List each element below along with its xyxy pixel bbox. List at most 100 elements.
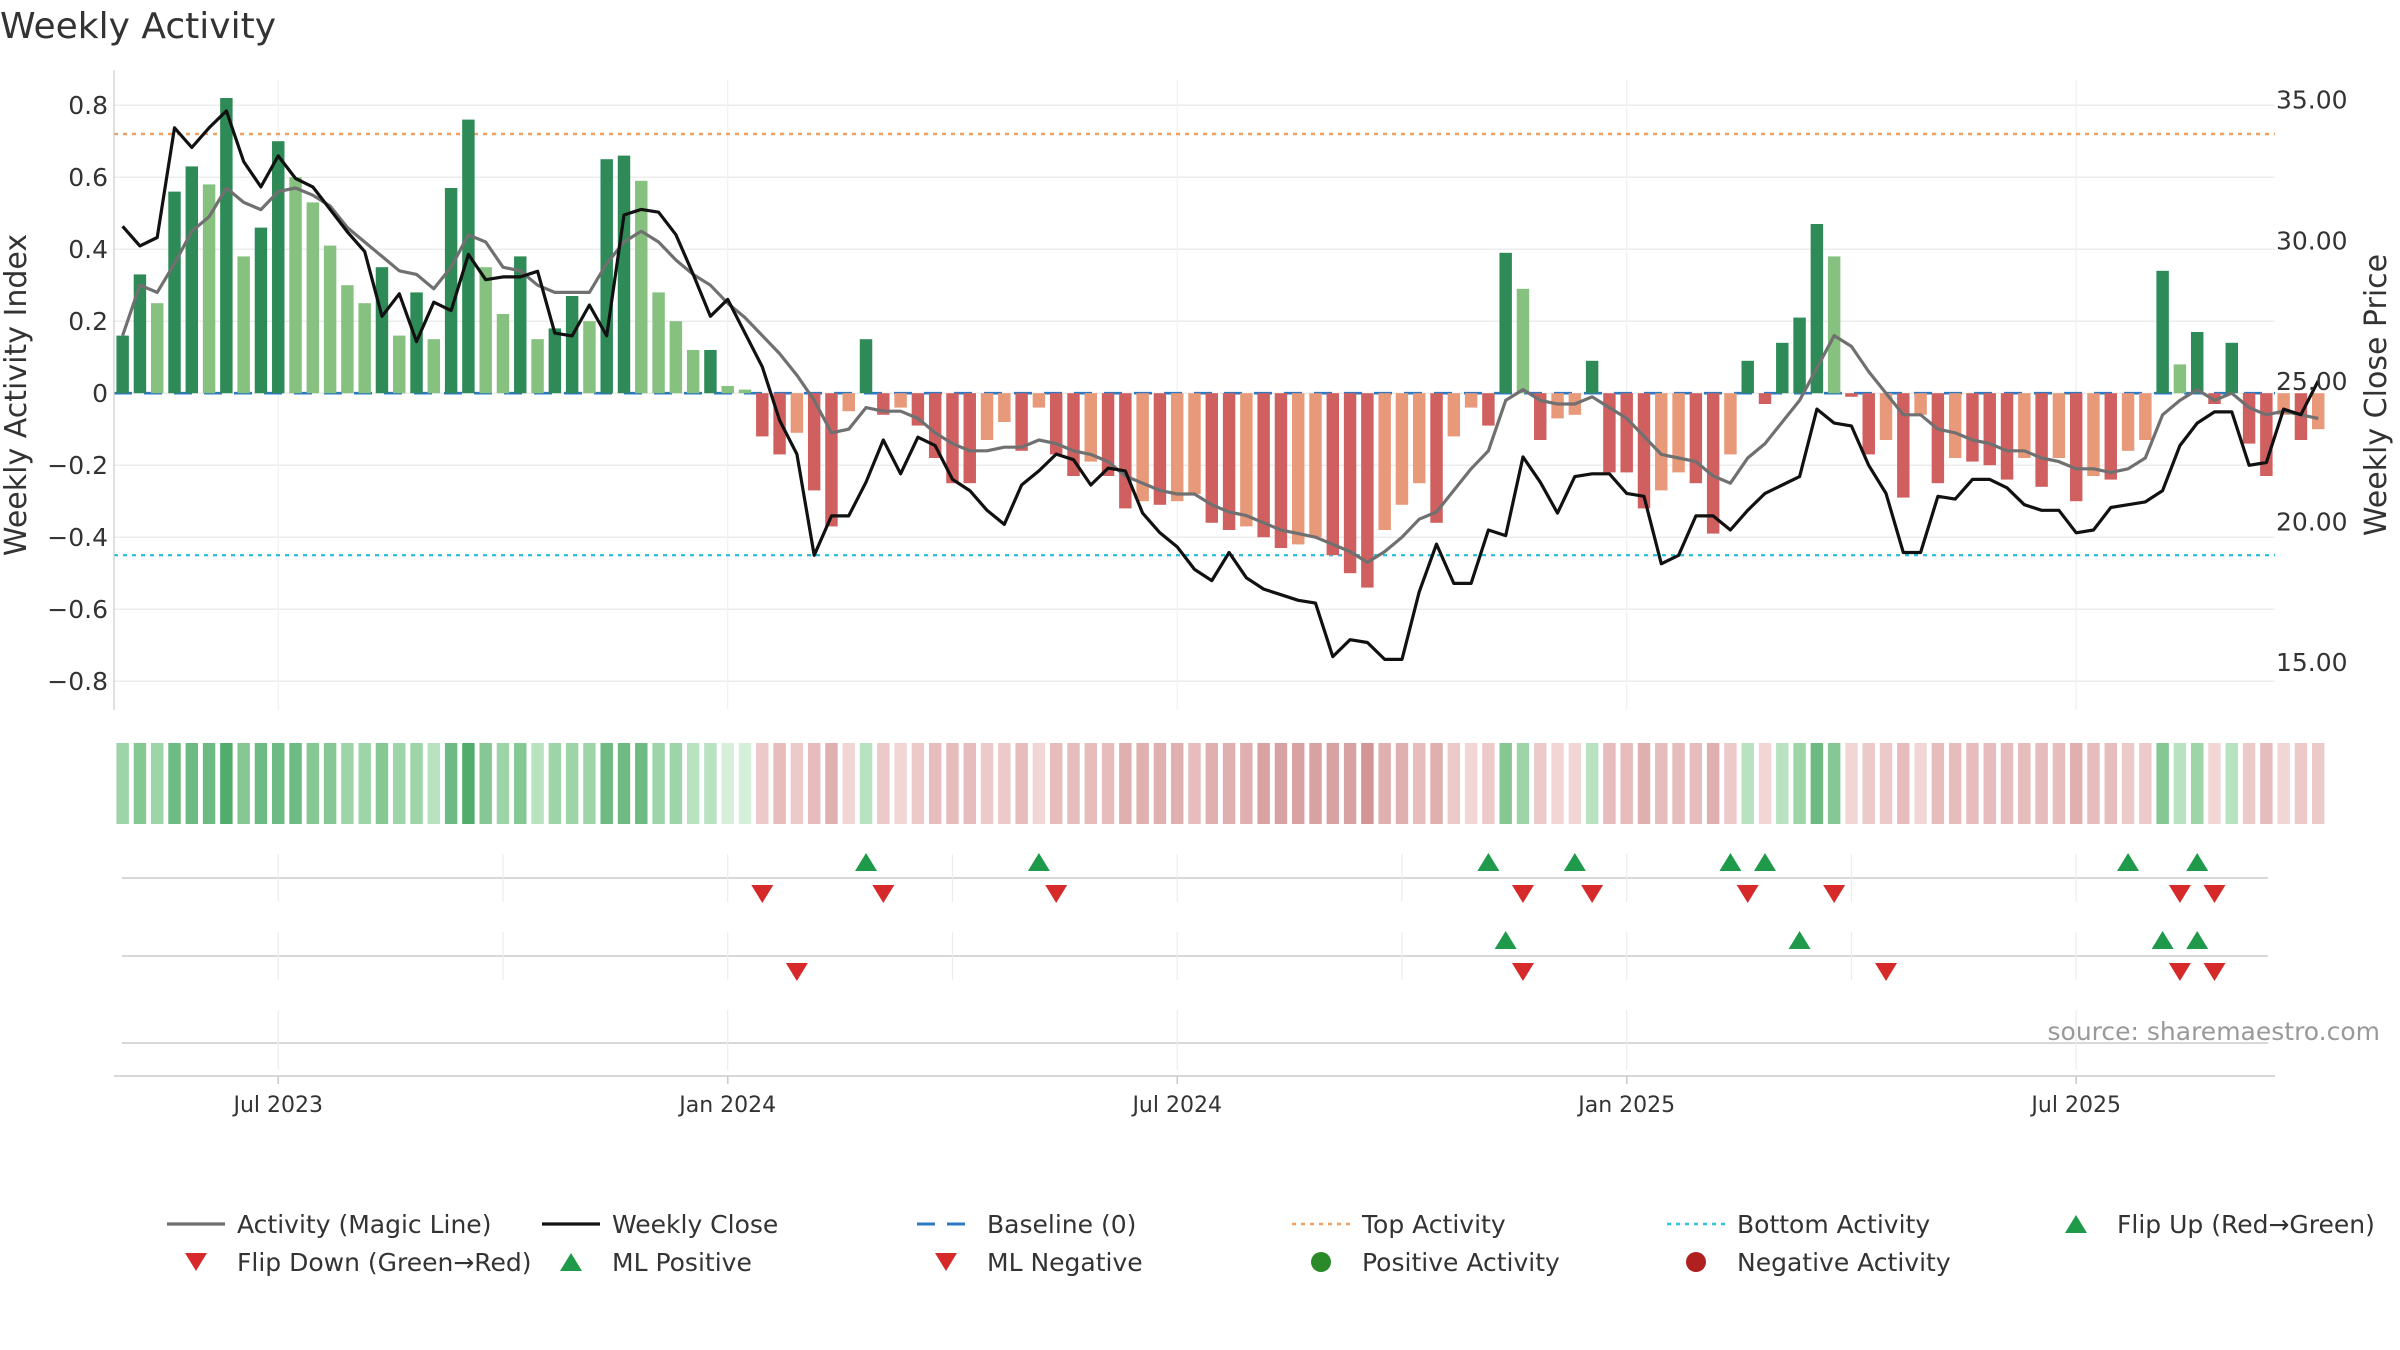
activity-bar — [807, 393, 821, 491]
marker-down-triangle — [2168, 885, 2191, 903]
heat-strip-cell — [963, 743, 976, 824]
activity-bar — [1067, 393, 1080, 476]
marker-up-triangle — [2186, 853, 2209, 871]
flip-markers-panel — [122, 853, 2268, 903]
activity-bar — [341, 285, 354, 394]
heat-strip-cell — [1845, 743, 1858, 824]
heat-strip-cell — [202, 743, 216, 824]
heat-strip-cell — [1257, 743, 1270, 824]
heat-strip-cell — [565, 743, 579, 824]
marker-up-triangle — [1788, 931, 1811, 949]
heat-strip-cell — [1776, 743, 1789, 824]
heat-strip-cell — [1914, 743, 1927, 824]
heat-strip-cell — [444, 743, 458, 824]
activity-bar — [1897, 393, 1910, 498]
marker-down-triangle — [1736, 885, 1759, 903]
activity-bar — [2087, 393, 2100, 476]
heat-strip-cell — [877, 743, 890, 824]
heat-strip-cell — [1568, 743, 1582, 824]
heat-strip-cell — [1482, 743, 1495, 824]
activity-bar — [1205, 393, 1219, 523]
marker-down-triangle — [1045, 885, 1068, 903]
activity-bar — [254, 227, 268, 394]
legend-swatch-circle — [1311, 1252, 1331, 1272]
x-axis: Jul 2023 Jan 2024 Jul 2024 Jan 2025 Jul 2025 — [114, 1075, 2275, 1118]
activity-bar — [1378, 393, 1391, 530]
heat-strip-cell — [1931, 743, 1945, 824]
heat-strip-cell — [2000, 743, 2014, 824]
activity-bar — [1119, 393, 1132, 509]
y2-tick-label: 35.00 — [2276, 86, 2348, 115]
source-note: source: sharemaestro.com — [2048, 1017, 2381, 1046]
marker-up-triangle — [2186, 931, 2209, 949]
heat-strip-cell — [980, 743, 994, 824]
activity-bar — [1983, 393, 1996, 466]
legend-swatch-circle — [1686, 1252, 1706, 1272]
activity-bar — [2104, 393, 2117, 480]
activity-bar — [894, 393, 907, 408]
marker-down-triangle — [2203, 885, 2226, 903]
activity-bar — [1153, 393, 1167, 505]
activity-bar — [220, 98, 233, 394]
heat-strip-cell — [704, 743, 717, 824]
y2-axis-label: Weekly Close Price — [2359, 254, 2394, 536]
activity-bar — [617, 155, 631, 394]
activity-bar — [531, 339, 544, 394]
heat-strip-cell — [1793, 743, 1806, 824]
activity-bar — [1084, 393, 1097, 462]
activity-bar — [1931, 393, 1945, 484]
activity-bar — [1136, 393, 1149, 502]
heat-strip-cell — [237, 743, 250, 824]
activity-bar — [1914, 393, 1927, 415]
activity-bar — [1361, 393, 1374, 588]
heat-strip-cell — [220, 743, 233, 824]
legend-item: Negative Activity — [1686, 1248, 1951, 1277]
activity-bar — [738, 389, 752, 394]
activity-bar — [1274, 393, 1288, 548]
heat-strip-cell — [133, 743, 147, 824]
heat-strip-cell — [1395, 743, 1409, 824]
heat-strip-cell — [686, 743, 700, 824]
legend-item: Weekly Close — [542, 1210, 778, 1239]
activity-bar — [669, 321, 683, 394]
activity-bar — [1309, 393, 1322, 538]
legend: Activity (Magic Line) Weekly Close Baselin… — [167, 1210, 2375, 1277]
heat-strip-cell — [168, 743, 181, 824]
heat-strip-cell — [1585, 743, 1599, 824]
chart-title: Weekly Activity — [0, 6, 276, 47]
marker-down-triangle — [872, 885, 895, 903]
heat-strip-cell — [1274, 743, 1288, 824]
heat-strip-cell — [410, 743, 423, 824]
y-tick-label: 0.4 — [68, 235, 108, 264]
activity-bar — [272, 141, 285, 394]
heat-strip-cell — [323, 743, 337, 824]
heat-strip-cell — [1672, 743, 1685, 824]
heat-strip-cell — [2311, 743, 2325, 824]
weekly-close-series — [121, 109, 2320, 662]
activity-bar — [306, 202, 320, 394]
activity-bar — [2242, 393, 2256, 444]
heat-strip-cell — [1430, 743, 1443, 824]
heat-strip-cell — [738, 743, 752, 824]
legend-label: ML Negative — [987, 1248, 1143, 1277]
marker-down-triangle — [1581, 885, 1604, 903]
activity-bar — [963, 393, 976, 484]
heat-strip-cell — [427, 743, 441, 824]
activity-bar — [998, 393, 1011, 422]
heat-strip-cell — [842, 743, 855, 824]
activity-bar — [1032, 393, 1046, 408]
activity-bar — [393, 335, 406, 394]
magic-line-series — [121, 186, 2319, 565]
legend-item: Bottom Activity — [1667, 1210, 1930, 1239]
activity-bar — [2069, 393, 2083, 502]
activity-bar — [237, 256, 250, 394]
legend-item: Activity (Magic Line) — [167, 1210, 491, 1239]
heat-strip-cell — [514, 743, 527, 824]
heat-strip-cell — [1153, 743, 1167, 824]
activity-bar — [168, 191, 181, 394]
heat-strip-cell — [1879, 743, 1893, 824]
heat-strip-cell — [1655, 743, 1668, 824]
marker-down-triangle — [2203, 963, 2226, 981]
activity-bar — [1793, 317, 1806, 394]
heat-strip-cell — [1689, 743, 1703, 824]
